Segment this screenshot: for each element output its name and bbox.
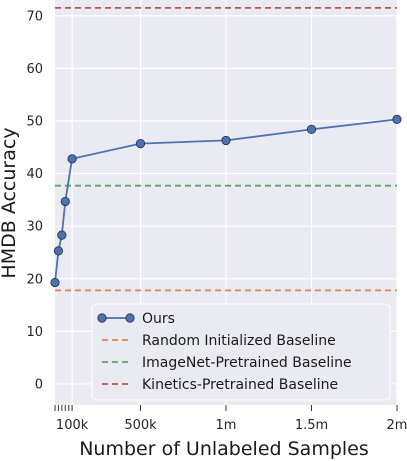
x-axis-label: Number of Unlabeled Samples bbox=[79, 438, 369, 460]
legend-label: Random Initialized Baseline bbox=[142, 333, 336, 349]
y-tick-label: 30 bbox=[26, 220, 43, 235]
x-tick-label: 1.5m bbox=[295, 418, 328, 433]
legend-swatch-marker bbox=[125, 313, 135, 323]
x-tick-label: 1m bbox=[216, 418, 237, 433]
x-tick-label: 500k bbox=[124, 418, 157, 433]
legend-label: Ours bbox=[142, 311, 175, 327]
legend-label: Kinetics-Pretrained Baseline bbox=[142, 377, 338, 393]
data-point bbox=[60, 196, 70, 207]
data-point bbox=[135, 138, 146, 149]
y-axis-label: HMDB Accuracy bbox=[0, 127, 20, 278]
legend-label: ImageNet-Pretrained Baseline bbox=[142, 355, 352, 371]
data-point bbox=[53, 246, 64, 256]
y-tick-label: 60 bbox=[26, 62, 43, 77]
y-tick-label: 20 bbox=[26, 272, 43, 287]
legend: Ours Random Initialized Baseline ImageNet-… bbox=[91, 303, 391, 401]
y-tick-label: 10 bbox=[26, 325, 43, 340]
legend-swatch-marker bbox=[97, 313, 107, 323]
data-point bbox=[67, 154, 77, 164]
baselines bbox=[55, 6, 397, 292]
series bbox=[50, 114, 402, 288]
y-tick-label: 40 bbox=[26, 167, 43, 182]
y-tick-label: 0 bbox=[35, 377, 43, 392]
data-point bbox=[50, 277, 60, 288]
legend-box bbox=[91, 303, 391, 401]
data-point bbox=[392, 114, 402, 124]
ticks: 0 10 20 30 40 50 60 70 100k 500k 1m 1.5m 2m bbox=[26, 9, 407, 433]
data-point bbox=[57, 230, 67, 240]
data-point bbox=[221, 135, 231, 146]
x-tick-label: 100k bbox=[56, 418, 89, 433]
x-tick-label: 2m bbox=[387, 418, 407, 433]
data-point bbox=[306, 124, 317, 134]
y-tick-label: 50 bbox=[26, 114, 43, 129]
y-tick-label: 70 bbox=[26, 9, 43, 24]
